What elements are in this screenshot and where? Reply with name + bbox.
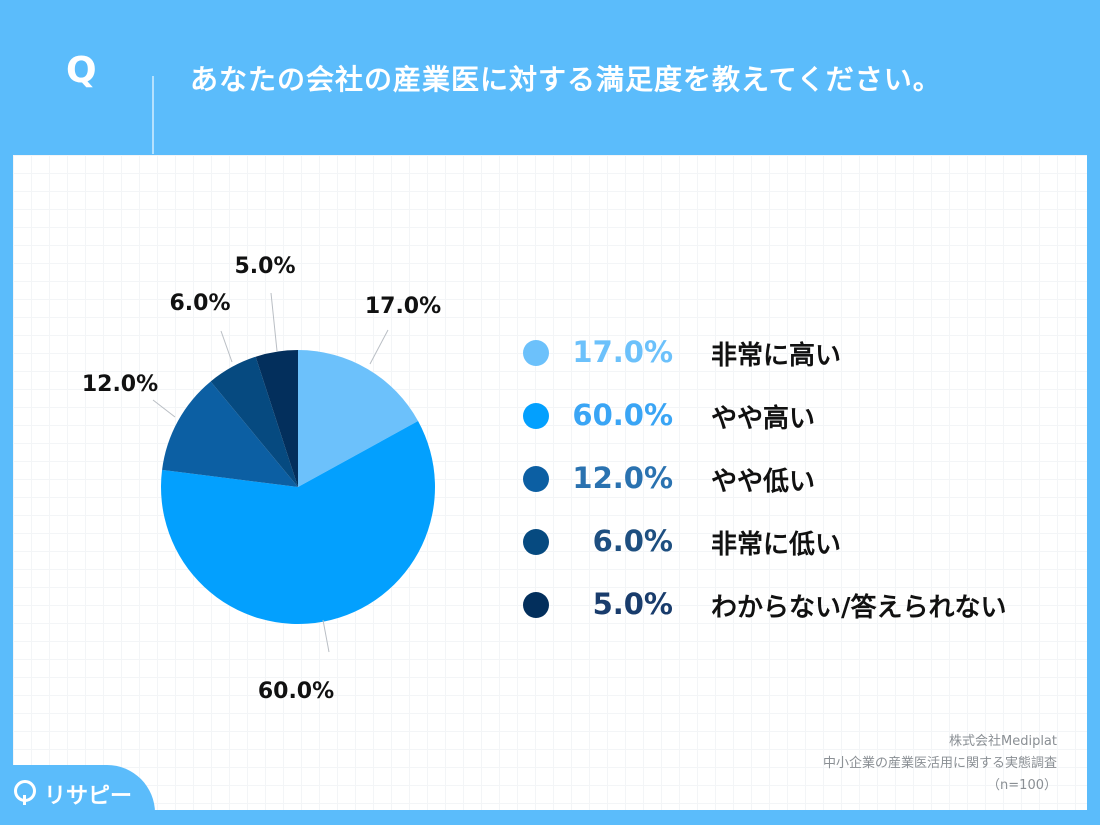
legend-label: 非常に高い: [711, 341, 842, 371]
legend-swatch: [523, 340, 549, 366]
pie-slice: [298, 350, 419, 487]
source-company: 株式会社Mediplat: [948, 734, 1057, 749]
legend-percent: 5.0%: [592, 587, 673, 621]
pie-slice: [162, 381, 298, 487]
legend-percent: 6.0%: [592, 524, 673, 558]
pie-slice: [255, 350, 298, 487]
leader-line: [369, 329, 389, 365]
leader-line: [152, 399, 176, 418]
slice-label: 12.0%: [82, 372, 158, 397]
legend-percent: 17.0%: [572, 335, 673, 369]
legend-swatch: [523, 529, 549, 555]
legend-item: 5.0% わからない/答えられない: [521, 585, 1081, 625]
pie-slice: [160, 420, 436, 624]
leader-line: [270, 292, 278, 352]
slice-label: 17.0%: [365, 294, 441, 319]
legend-swatch: [523, 592, 549, 618]
chart-card: 17.0% 60.0% 12.0% 6.0% 5.0% 17.0% 非常に高い 60.0…: [13, 155, 1087, 810]
legend-item: 6.0% 非常に低い: [521, 522, 1081, 562]
legend-label: 非常に低い: [711, 530, 842, 560]
legend-percent: 60.0%: [572, 398, 673, 432]
pie-slice: [210, 356, 298, 487]
legend-label: わからない/答えられない: [711, 593, 1007, 623]
source-sample-size: （n=100）: [987, 778, 1057, 793]
legend-label: やや高い: [711, 404, 816, 434]
header: Q あなたの会社の産業医に対する満足度を教えてください。: [0, 0, 1100, 155]
slice-label: 60.0%: [258, 679, 334, 704]
legend-swatch: [523, 466, 549, 492]
slice-label: 5.0%: [234, 254, 295, 279]
legend-item: 12.0% やや低い: [521, 459, 1081, 499]
pin-icon: [14, 780, 36, 805]
legend-item: 60.0% やや高い: [521, 396, 1081, 436]
slice-label: 6.0%: [169, 291, 230, 316]
question-title: あなたの会社の産業医に対する満足度を教えてください。: [190, 63, 942, 96]
legend-percent: 12.0%: [572, 461, 673, 495]
source-survey: 中小企業の産業医活用に関する実態調査: [822, 756, 1057, 771]
legend-item: 17.0% 非常に高い: [521, 333, 1081, 373]
source-note: 株式会社Mediplat 中小企業の産業医活用に関する実態調査 （n=100）: [823, 731, 1057, 797]
question-mark: Q: [66, 50, 97, 91]
legend-swatch: [523, 403, 549, 429]
leader-line: [322, 619, 330, 653]
brand-logo: リサピー: [0, 765, 155, 825]
pie-chart: 17.0% 60.0% 12.0% 6.0%5.0%: [82, 254, 441, 704]
leader-line: [220, 330, 233, 363]
logo-text: リサピー: [44, 784, 133, 809]
legend-label: やや低い: [711, 467, 816, 497]
header-divider: [152, 76, 154, 154]
